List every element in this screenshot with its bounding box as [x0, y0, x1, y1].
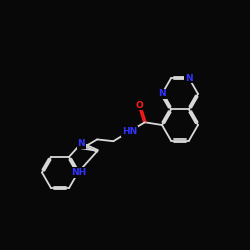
Text: NH: NH: [71, 168, 86, 177]
Text: N: N: [77, 139, 85, 148]
Text: HN: HN: [122, 127, 137, 136]
Text: O: O: [136, 101, 143, 110]
Text: N: N: [158, 89, 166, 98]
Text: N: N: [185, 74, 193, 83]
